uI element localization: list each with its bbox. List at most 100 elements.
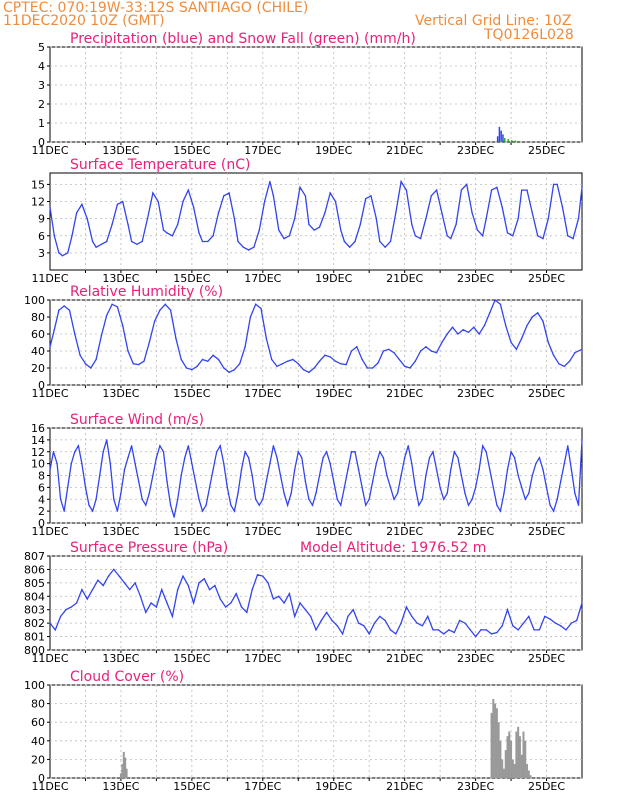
cloud-bar (504, 750, 507, 778)
temp-xtick-label: 19DEC (315, 272, 352, 285)
rh-point (552, 354, 555, 356)
cloud-bar (124, 757, 127, 778)
wind-point (120, 492, 122, 495)
rh-point (467, 331, 470, 333)
wind-xtick-label: 25DEC (528, 525, 565, 538)
wind-point (524, 498, 526, 500)
temp-point (187, 189, 190, 191)
wind-xtick-label: 11DEC (31, 525, 68, 538)
pres-point (501, 625, 503, 627)
pres-point (59, 615, 62, 618)
cloud-bar (510, 740, 513, 778)
wind-point (56, 462, 58, 465)
pres-point (134, 582, 136, 584)
wind-point (425, 474, 427, 477)
temp-point (581, 186, 583, 188)
pres-point (256, 574, 259, 576)
cloud-ytick-label: 40 (31, 735, 45, 748)
temp-point (122, 200, 124, 203)
cloud-bar (121, 764, 124, 778)
pres-point (235, 592, 237, 595)
temp-point (269, 180, 271, 183)
temp-point (278, 229, 280, 231)
temp-point (91, 240, 94, 243)
wind-point (169, 504, 172, 506)
cloud-bar (517, 726, 520, 778)
pres-point (107, 575, 110, 577)
rh-point (361, 358, 363, 361)
wind-xtick-label: 13DEC (102, 525, 139, 538)
rh-point (372, 367, 374, 369)
wind-ytick-label: 4 (38, 493, 45, 506)
wind-point (396, 492, 399, 495)
pres-point (224, 606, 227, 608)
pres-point (86, 598, 88, 600)
temp-point (460, 189, 463, 191)
wind-point (180, 474, 182, 477)
rh-point (542, 320, 544, 322)
temp-title: Surface Temperature (nC) (70, 157, 251, 173)
rh-point (494, 299, 496, 301)
wind-point (258, 504, 260, 506)
cloud-bar (526, 764, 529, 778)
wind-point (81, 462, 83, 465)
wind-point (152, 474, 154, 477)
cloud-bar (125, 768, 128, 778)
cloud-bar (515, 731, 518, 778)
wind-point (506, 468, 509, 471)
pres-point (533, 629, 535, 631)
pres-note: Model Altitude: 1976.52 m (300, 540, 486, 556)
pres-point (187, 584, 190, 587)
rh-point (49, 346, 51, 348)
temp-point (343, 240, 346, 243)
wind-ytick-label: 12 (31, 446, 45, 459)
wind-xtick-label: 21DEC (386, 525, 423, 538)
temp-point (414, 235, 417, 237)
temp-point (324, 212, 326, 214)
rh-point (164, 303, 166, 305)
wind-point (88, 504, 90, 506)
wind-point (364, 504, 367, 506)
rh-point (334, 360, 337, 362)
pres-point (272, 598, 275, 600)
temp-frame (49, 172, 583, 271)
pres-point (278, 595, 280, 597)
temp-point (253, 246, 255, 248)
wind-point (255, 498, 257, 500)
pres-point (54, 629, 57, 631)
precip-ytick-label: 2 (38, 98, 45, 111)
temp-point (476, 229, 479, 231)
pres-point (102, 584, 104, 587)
wind-point (336, 498, 338, 500)
pres-point (155, 606, 158, 608)
pres-point (474, 635, 477, 638)
cloud-bar (492, 698, 495, 778)
rh-point (233, 369, 236, 371)
temp-point (233, 217, 236, 220)
cloud-ytick-label: 100 (24, 679, 45, 692)
rh-point (244, 346, 246, 348)
rh-point (430, 350, 432, 352)
wind-point (184, 456, 186, 459)
precip-bar (498, 126, 501, 142)
rh-point (201, 358, 204, 361)
rh-point (505, 324, 507, 327)
rh-point (489, 312, 491, 314)
temp-point (375, 217, 377, 220)
rh-point (393, 352, 395, 354)
wind-point (467, 504, 470, 506)
pres-point (490, 633, 493, 635)
temp-point (71, 235, 73, 237)
temp-point (81, 203, 83, 206)
temp-point (430, 195, 432, 197)
wind-point (311, 504, 314, 506)
rh-point (281, 363, 284, 365)
wind-point (333, 480, 335, 483)
rh-point (308, 371, 310, 373)
wind-point (450, 468, 452, 471)
temp-ytick-label: 15 (31, 178, 45, 191)
pres-point (442, 633, 445, 635)
wind-point (513, 456, 516, 459)
rh-point (106, 314, 108, 316)
